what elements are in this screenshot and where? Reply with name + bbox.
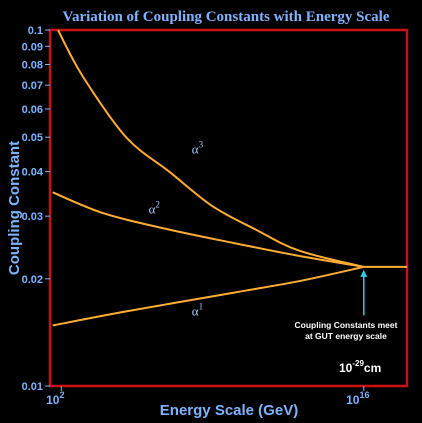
y-tick-label: 0.08: [22, 59, 43, 71]
series-line-α2: [52, 191, 364, 268]
series-label-α2: α2: [149, 200, 160, 217]
y-tick-label: 0.02: [22, 274, 43, 286]
gut-annotation: Coupling Constants meet at GUT energy sc…: [295, 269, 398, 341]
series-line-α1: [52, 265, 365, 327]
y-tick-label: 0.01: [22, 381, 43, 393]
scale-note-base: 10: [339, 361, 353, 375]
y-axis-ticks: 0.1 0.09 0.08 0.07 0.06 0.05 0.04 0.03 0.02 0.01: [22, 25, 50, 393]
y-tick-label: 0.05: [22, 132, 43, 144]
annotation-arrowhead: [360, 269, 368, 277]
y-axis-label: Coupling Constant: [6, 141, 23, 275]
y-tick-label: 0.04: [22, 167, 44, 179]
scale-note-exp: -29: [352, 359, 364, 368]
x-tick-label: 102: [46, 390, 64, 407]
length-scale-note: 10-29cm: [339, 359, 381, 375]
y-tick-label: 0.07: [22, 80, 43, 92]
series-label-α1: α1: [192, 301, 203, 318]
y-tick-label: 0.06: [22, 104, 43, 116]
x-axis-label: Energy Scale (GeV): [160, 402, 298, 419]
x-tick-label: 1016: [346, 390, 369, 407]
chart-title: Variation of Coupling Constants with Ene…: [63, 9, 390, 25]
series-labels: α3 α2 α1: [149, 139, 204, 318]
y-tick-label: 0.1: [28, 25, 43, 37]
annotation-line-2: at GUT energy scale: [305, 331, 387, 341]
series-line-α3: [57, 29, 365, 268]
scale-note-unit: cm: [364, 361, 381, 375]
annotation-line-1: Coupling Constants meet: [295, 320, 398, 330]
series-label-α3: α3: [192, 139, 204, 156]
y-tick-label: 0.09: [22, 41, 43, 53]
y-tick-label: 0.03: [22, 211, 43, 223]
series-curves: [52, 29, 407, 327]
x-axis-ticks: 102 1016: [46, 386, 369, 407]
plot-frame: [48, 28, 409, 388]
